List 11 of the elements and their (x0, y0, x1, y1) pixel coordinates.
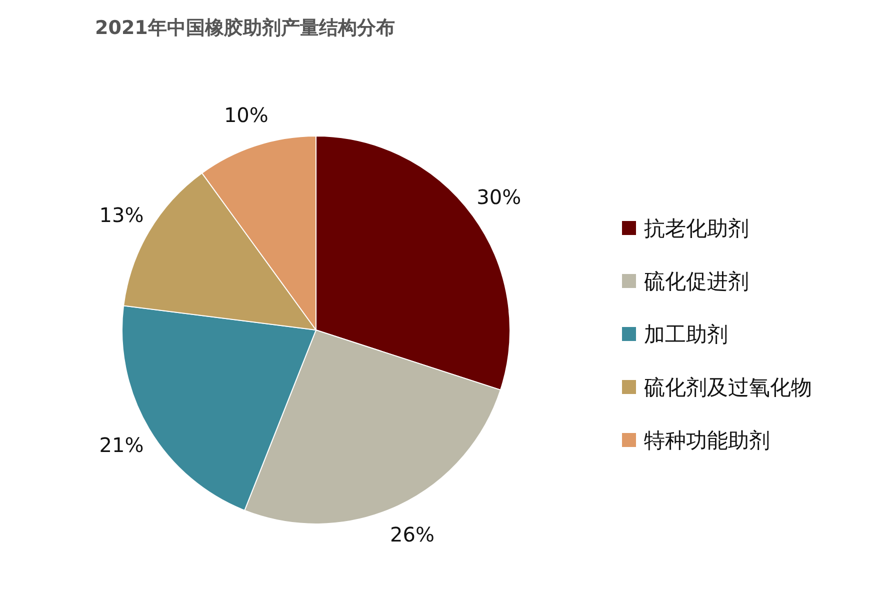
data-label: 21% (99, 433, 144, 458)
legend-label: 加工助剂 (644, 322, 728, 346)
data-label: 30% (476, 185, 522, 210)
legend-label: 硫化剂及过氧化物 (644, 375, 812, 400)
data-label: 13% (99, 202, 144, 227)
chart-title: 2021年中国橡胶助剂产量结构分布 (95, 17, 395, 39)
legend-label: 抗老化助剂 (644, 216, 749, 240)
data-label: 26% (390, 522, 434, 546)
legend-label: 硫化促进剂 (644, 269, 749, 294)
data-label: 10% (224, 103, 268, 128)
legend-label: 特种功能助剂 (644, 428, 770, 452)
